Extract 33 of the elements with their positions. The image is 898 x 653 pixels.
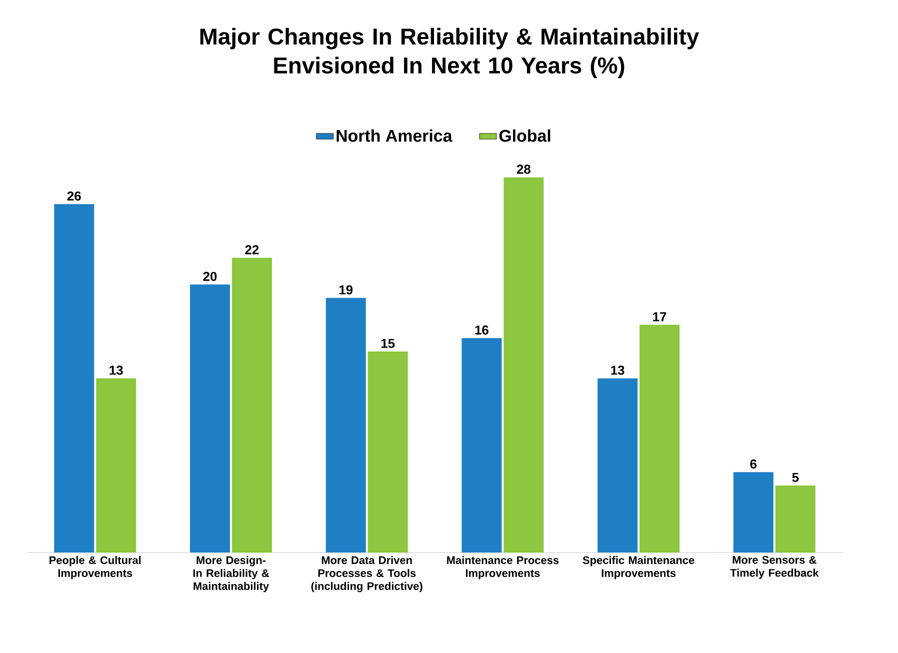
data-label: 22 xyxy=(245,245,259,254)
bar xyxy=(368,352,408,552)
bar xyxy=(733,472,774,552)
legend-label: Global xyxy=(499,129,550,142)
bar xyxy=(232,258,272,552)
x-tick-label: People & Cultural Improvements xyxy=(50,556,141,580)
bar xyxy=(504,177,544,552)
data-label: 15 xyxy=(381,338,395,348)
bar xyxy=(775,486,816,552)
data-label: 16 xyxy=(475,325,488,335)
data-label: 5 xyxy=(792,472,799,482)
x-tick-label: More Data Driven Processes & Tools (including Predictive) xyxy=(311,556,422,592)
bar xyxy=(326,298,366,552)
chart-title: Major Changes In Reliability & Maintainability Envisioned In Next 10 Years (%) xyxy=(200,28,700,78)
bar xyxy=(598,378,638,552)
legend-label: North America xyxy=(336,129,452,142)
data-label: 20 xyxy=(203,272,217,282)
bar xyxy=(96,378,136,552)
bar xyxy=(640,324,680,552)
x-tick-label: More Design-In Reliability & Maintainability xyxy=(193,556,269,592)
bar xyxy=(190,284,230,552)
x-tick-label: More Sensors & Timely Feedback xyxy=(730,556,819,579)
x-tick-label: Maintenance Process Improvements xyxy=(447,556,559,580)
x-tick-label: Specific Maintenance Improvements xyxy=(582,556,694,580)
data-label: 26 xyxy=(67,191,81,201)
data-label: 6 xyxy=(750,459,757,469)
bar xyxy=(462,338,502,552)
data-label: 17 xyxy=(653,312,666,322)
data-label: 13 xyxy=(110,366,123,375)
data-label: 13 xyxy=(611,366,624,375)
bar xyxy=(54,204,94,552)
data-label: 19 xyxy=(339,285,353,294)
data-label: 28 xyxy=(516,164,530,174)
